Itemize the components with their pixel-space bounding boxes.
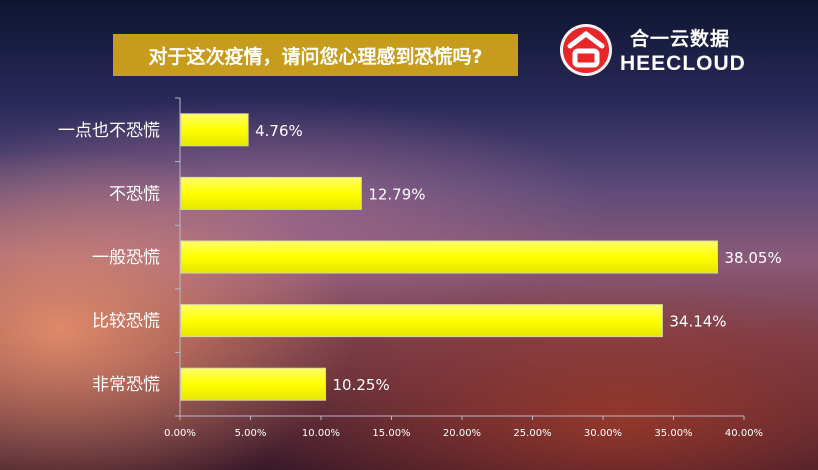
chart-title: 对于这次疫情，请问您心理感到恐慌吗? xyxy=(113,34,518,76)
x-tick-label: 35.00% xyxy=(654,428,692,439)
logo-icon xyxy=(560,24,612,76)
x-tick-label: 10.00% xyxy=(302,428,340,439)
logo-text-cn: 合一云数据 xyxy=(630,28,731,50)
category-label: 非常恐慌 xyxy=(92,375,160,395)
category-label: 一点也不恐慌 xyxy=(58,121,160,141)
category-label: 不恐慌 xyxy=(109,184,160,204)
value-label: 12.79% xyxy=(368,185,425,203)
logo-text-en: HEECLOUD xyxy=(620,52,746,75)
bar xyxy=(180,304,663,338)
category-label: 一般恐慌 xyxy=(92,248,160,268)
category-label: 比较恐慌 xyxy=(92,312,160,332)
bar xyxy=(180,240,719,274)
bar xyxy=(180,367,327,401)
x-tick-label: 0.00% xyxy=(164,428,196,439)
x-tick-label: 30.00% xyxy=(584,428,622,439)
x-tick-label: 5.00% xyxy=(235,428,267,439)
bar xyxy=(180,113,249,147)
value-label: 34.14% xyxy=(669,313,726,331)
value-label: 4.76% xyxy=(255,122,303,140)
x-tick-label: 25.00% xyxy=(513,428,551,439)
value-label: 10.25% xyxy=(333,376,390,394)
x-tick-label: 20.00% xyxy=(443,428,481,439)
heecloud-logo: 合一云数据 HEECLOUD xyxy=(560,20,760,80)
x-tick-label: 15.00% xyxy=(372,428,410,439)
value-label: 38.05% xyxy=(725,249,782,267)
bar xyxy=(180,176,362,210)
x-tick-label: 40.00% xyxy=(725,428,763,439)
